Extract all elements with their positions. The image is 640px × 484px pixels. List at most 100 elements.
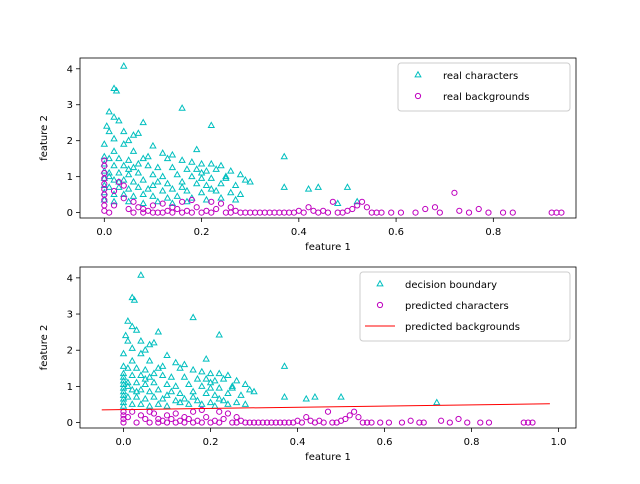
legend-label: predicted backgrounds: [405, 322, 520, 333]
data-point-triangle: [145, 373, 154, 380]
data-point-triangle: [224, 389, 232, 397]
data-point-circle: [179, 209, 186, 216]
data-point-triangle: [241, 400, 250, 407]
data-point-circle: [198, 419, 205, 426]
data-point-circle: [358, 198, 366, 205]
data-point-triangle: [222, 172, 230, 180]
data-point-triangle: [198, 382, 206, 389]
data-point-triangle: [105, 107, 113, 115]
data-point-circle: [149, 202, 157, 209]
y-tick-label: 1: [67, 172, 73, 183]
series-2-1: [119, 271, 441, 409]
legend-marker-triangle: [414, 70, 422, 78]
data-point-circle: [272, 419, 279, 426]
data-point-triangle: [178, 156, 186, 163]
data-point-circle: [281, 419, 288, 426]
data-point-triangle: [236, 190, 245, 198]
data-point-circle: [181, 419, 188, 426]
data-point-triangle: [129, 131, 138, 138]
data-point-triangle: [224, 400, 232, 407]
data-point-triangle: [145, 356, 154, 364]
data-point-circle: [499, 209, 507, 216]
data-point-triangle: [237, 391, 245, 398]
data-point-circle: [377, 419, 384, 426]
data-point-triangle: [192, 179, 201, 187]
data-point-triangle: [119, 387, 128, 395]
data-point-triangle: [207, 159, 216, 167]
data-point-circle: [146, 419, 153, 426]
data-point-triangle: [132, 378, 141, 386]
data-point-triangle: [132, 364, 141, 371]
data-point-triangle: [134, 183, 143, 190]
data-point-triangle: [120, 190, 128, 198]
data-point-circle: [456, 207, 463, 214]
y-tick-label: 0: [67, 208, 73, 219]
data-point-triangle: [250, 387, 258, 395]
data-point-triangle: [124, 378, 132, 386]
data-point-triangle: [134, 159, 143, 167]
data-point-triangle: [141, 345, 149, 353]
data-point-triangle: [105, 172, 113, 180]
data-point-triangle: [110, 190, 118, 198]
data-point-triangle: [144, 152, 152, 160]
data-point-triangle: [171, 358, 180, 366]
data-point-triangle: [105, 183, 113, 190]
y-tick-label: 2: [67, 346, 73, 357]
data-point-circle: [351, 408, 358, 415]
data-point-triangle: [154, 197, 162, 205]
data-point-triangle: [119, 380, 128, 388]
data-point-triangle: [189, 365, 197, 373]
data-point-circle: [213, 205, 220, 213]
x-tick-label: 0.0: [96, 227, 112, 238]
data-point-triangle: [100, 195, 109, 203]
data-point-triangle: [173, 192, 181, 199]
data-point-triangle: [202, 167, 211, 174]
data-point-triangle: [163, 380, 171, 388]
x-tick-label: 0.0: [116, 437, 132, 448]
data-point-triangle: [280, 393, 289, 400]
data-point-circle: [509, 209, 516, 216]
data-point-triangle: [212, 186, 220, 194]
data-point-triangle: [207, 174, 216, 181]
data-point-triangle: [211, 391, 219, 398]
data-point-circle: [140, 205, 147, 213]
data-point-circle: [168, 415, 175, 423]
data-point-triangle: [215, 330, 223, 338]
y-axis-label: feature 2: [39, 325, 50, 371]
data-point-triangle: [145, 387, 154, 395]
legend-label: real backgrounds: [443, 92, 529, 103]
data-point-triangle: [128, 400, 136, 407]
data-point-triangle: [302, 394, 310, 402]
data-point-circle: [217, 200, 225, 207]
data-point-triangle: [115, 116, 123, 124]
data-point-triangle: [224, 371, 232, 378]
data-point-circle: [169, 204, 176, 211]
data-point-circle: [407, 417, 414, 424]
data-point-circle: [120, 419, 127, 426]
x-axis-label: feature 1: [305, 242, 351, 253]
data-point-triangle: [198, 367, 206, 375]
data-point-triangle: [168, 199, 177, 207]
data-point-triangle: [124, 185, 133, 192]
data-point-circle: [216, 408, 223, 415]
y-tick-label: 1: [67, 382, 73, 393]
data-point-triangle: [124, 317, 132, 324]
data-point-circle: [378, 209, 385, 216]
data-point-triangle: [158, 371, 167, 378]
legend: real characters real backgrounds: [397, 62, 571, 112]
data-point-triangle: [137, 385, 145, 393]
data-point-circle: [277, 419, 284, 426]
data-point-triangle: [228, 382, 237, 389]
data-point-triangle: [120, 62, 128, 69]
y-tick-label: 4: [67, 64, 73, 75]
data-point-triangle: [129, 177, 138, 185]
data-point-triangle: [110, 147, 118, 154]
data-point-triangle: [188, 158, 196, 165]
data-point-circle: [364, 419, 371, 426]
data-point-circle: [416, 419, 423, 426]
data-point-triangle: [105, 127, 113, 135]
x-tick-label: 1.0: [551, 437, 567, 448]
data-point-triangle: [171, 396, 180, 404]
data-point-triangle: [124, 136, 133, 144]
data-point-triangle: [228, 383, 237, 391]
